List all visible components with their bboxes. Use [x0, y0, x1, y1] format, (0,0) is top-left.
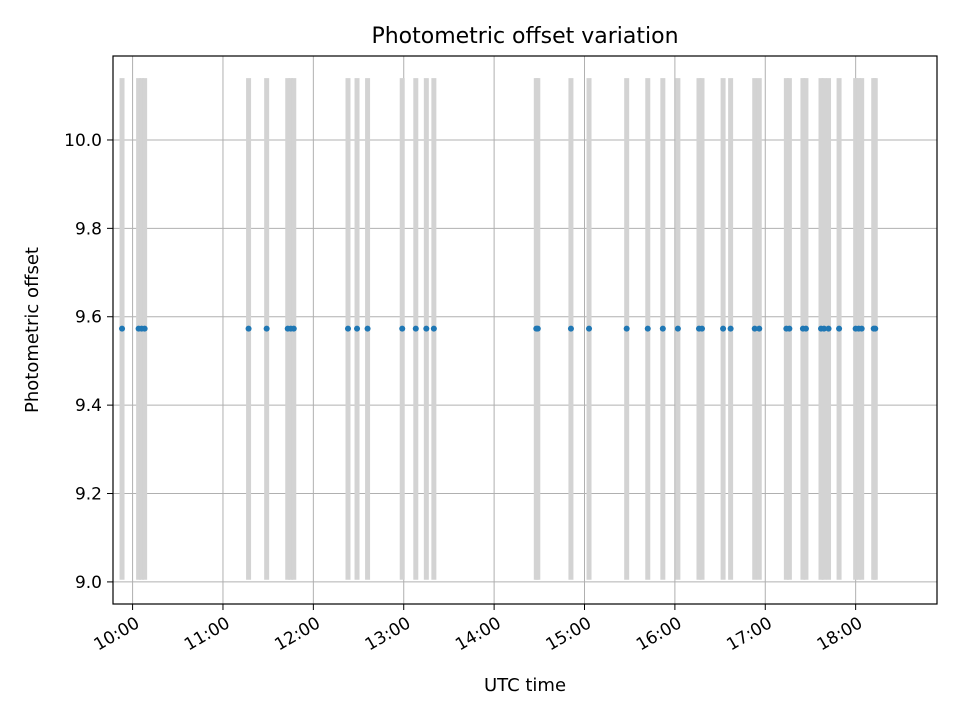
data-point [720, 325, 727, 332]
data-point [802, 325, 809, 332]
data-point [825, 325, 832, 332]
data-point [858, 325, 865, 332]
data-point [263, 325, 270, 332]
y-tick-label: 9.0 [75, 573, 102, 593]
data-point [751, 325, 758, 332]
data-point [659, 325, 666, 332]
data-point [364, 325, 371, 332]
data-point [644, 325, 651, 332]
y-tick-label: 9.2 [75, 485, 102, 505]
y-tick-label: 9.4 [75, 396, 102, 416]
chart-title: Photometric offset variation [371, 24, 678, 49]
data-point [872, 325, 879, 332]
y-tick-label: 10.0 [64, 131, 102, 151]
data-point [290, 325, 297, 332]
data-point [786, 325, 793, 332]
data-point [727, 325, 734, 332]
y-axis-label: Photometric offset [22, 247, 43, 413]
y-axis-ticks: 9.0 9.2 9.4 9.6 9.8 10.0 [64, 131, 113, 593]
data-point [586, 325, 593, 332]
data-point [674, 325, 681, 332]
data-point [423, 325, 430, 332]
data-point [756, 325, 763, 332]
data-point [245, 325, 252, 332]
data-point [623, 325, 630, 332]
data-point [119, 325, 126, 332]
data-points [119, 325, 879, 332]
data-point [399, 325, 406, 332]
data-point [821, 325, 828, 332]
data-point [344, 325, 351, 332]
plot-frame [112, 55, 938, 605]
data-point [412, 325, 419, 332]
y-tick-label: 9.6 [75, 308, 102, 328]
data-point [534, 325, 541, 332]
data-point [141, 325, 148, 332]
data-point [836, 325, 843, 332]
x-axis-label: UTC time [484, 675, 566, 696]
y-tick-label: 9.8 [75, 219, 102, 239]
data-point [354, 325, 361, 332]
data-point [567, 325, 574, 332]
data-point [430, 325, 437, 332]
data-point [699, 325, 706, 332]
